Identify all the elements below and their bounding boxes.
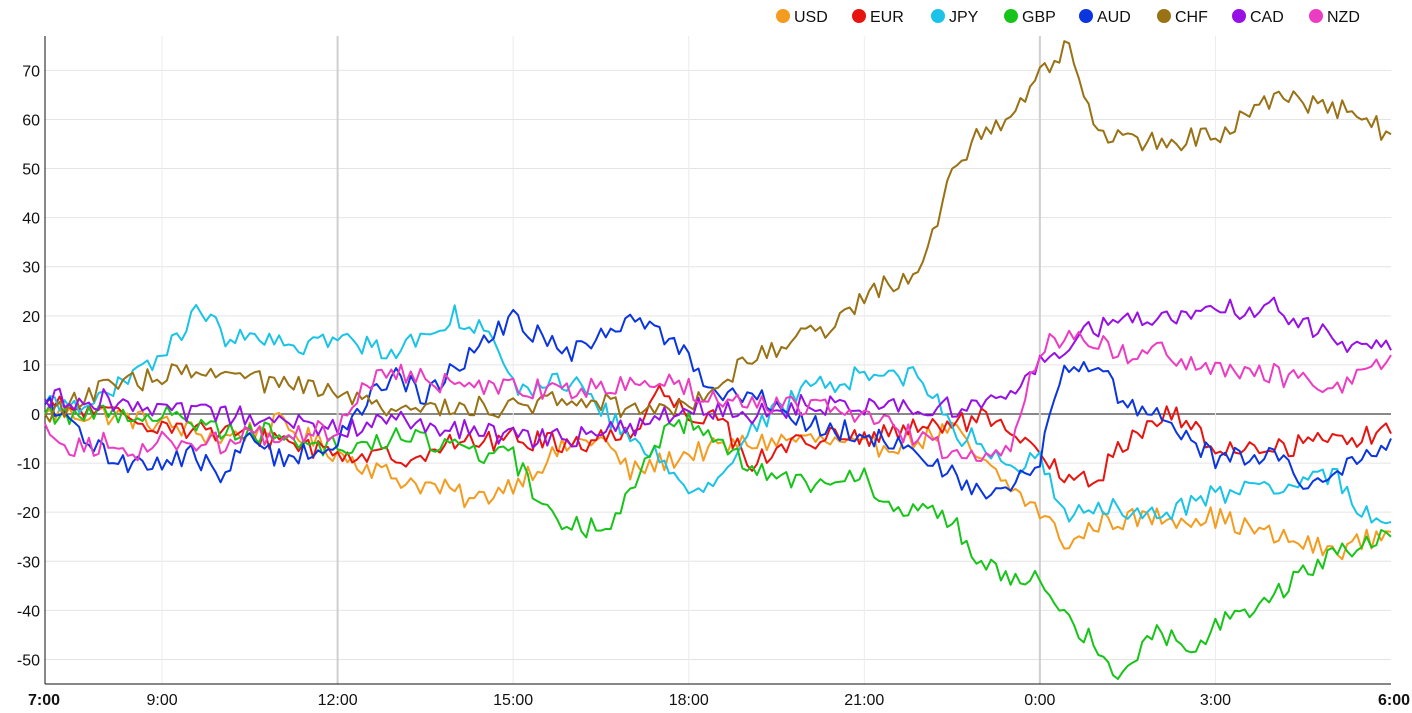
x-tick-label: 9:00 — [146, 692, 177, 709]
legend-label: CAD — [1250, 9, 1284, 26]
x-tick-label: 18:00 — [669, 692, 709, 709]
x-tick-label: 7:00 — [28, 692, 60, 709]
y-tick-label: 20 — [22, 309, 40, 326]
x-tick-label: 21:00 — [844, 692, 884, 709]
series-line-jpy — [44, 304, 1392, 525]
legend-item-nzd[interactable]: NZD — [1309, 9, 1360, 26]
legend-swatch — [1004, 9, 1018, 23]
legend-swatch — [931, 9, 945, 23]
x-tick-label: 3:00 — [1200, 692, 1231, 709]
legend[interactable]: USD EUR JPY GBP AUD CHF CAD NZD — [776, 9, 1360, 26]
y-tick-label: 60 — [22, 112, 40, 129]
legend-swatch — [852, 9, 866, 23]
series-line-gbp — [44, 403, 1392, 680]
legend-swatch — [776, 9, 790, 23]
y-tick-label: -40 — [17, 603, 40, 620]
grid-layer — [45, 36, 1391, 684]
legend-item-cad[interactable]: CAD — [1232, 9, 1284, 26]
legend-swatch — [1157, 9, 1171, 23]
legend-item-gbp[interactable]: GBP — [1004, 9, 1056, 26]
y-tick-label: 40 — [22, 211, 40, 228]
y-tick-label: -10 — [17, 456, 40, 473]
y-tick-label: 50 — [22, 162, 40, 179]
legend-item-usd[interactable]: USD — [776, 9, 828, 26]
legend-label: GBP — [1022, 9, 1056, 26]
y-tick-label: 70 — [22, 63, 40, 80]
series-layer — [44, 40, 1392, 680]
legend-label: EUR — [870, 9, 904, 26]
series-line-aud — [44, 308, 1392, 500]
legend-swatch — [1079, 9, 1093, 23]
axis-layer: 70 60 50 40 30 20 10 0 -10 -20 -30 -40 -50 7:00 9:00 12… — [17, 36, 1410, 709]
legend-item-aud[interactable]: AUD — [1079, 9, 1131, 26]
legend-item-jpy[interactable]: JPY — [931, 9, 979, 26]
y-tick-label: 30 — [22, 260, 40, 277]
legend-label: CHF — [1175, 9, 1208, 26]
x-tick-label: 0:00 — [1024, 692, 1055, 709]
legend-swatch — [1309, 9, 1323, 23]
series-line-nzd — [44, 329, 1392, 462]
y-tick-label: -30 — [17, 554, 40, 571]
legend-label: USD — [794, 9, 828, 26]
y-tick-label: 10 — [22, 358, 40, 375]
series-line-chf — [44, 40, 1392, 423]
legend-label: AUD — [1097, 9, 1131, 26]
legend-item-chf[interactable]: CHF — [1157, 9, 1208, 26]
x-tick-label: 15:00 — [493, 692, 533, 709]
x-tick-label: 6:00 — [1378, 692, 1410, 709]
legend-label: JPY — [949, 9, 979, 26]
y-tick-label: 0 — [31, 407, 40, 424]
legend-label: NZD — [1327, 9, 1360, 26]
legend-item-eur[interactable]: EUR — [852, 9, 904, 26]
x-tick-label: 12:00 — [318, 692, 358, 709]
legend-swatch — [1232, 9, 1246, 23]
y-tick-label: -20 — [17, 505, 40, 522]
y-tick-label: -50 — [17, 652, 40, 669]
